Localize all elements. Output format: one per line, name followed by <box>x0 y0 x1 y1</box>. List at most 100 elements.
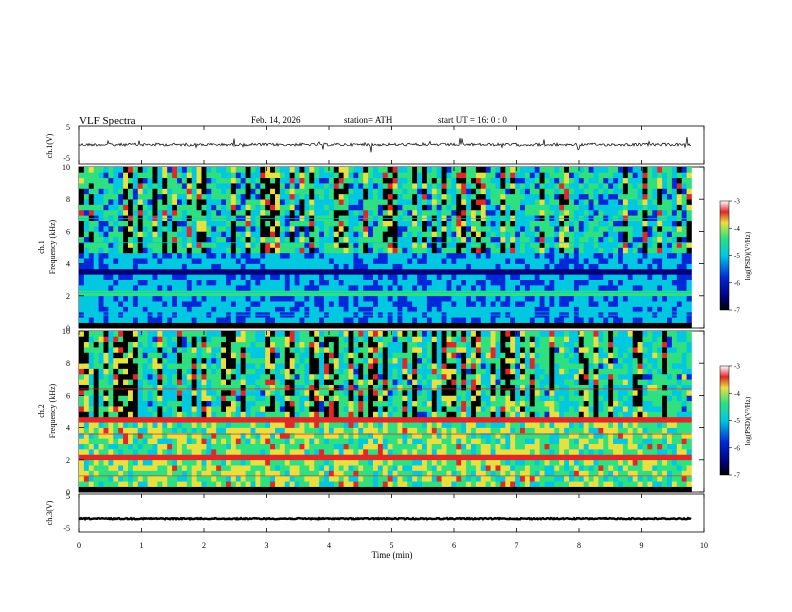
spectrogram-cell <box>627 188 633 195</box>
spectrogram-cell <box>358 317 364 323</box>
spectrogram-cell <box>583 301 589 307</box>
spectrogram-cell <box>186 306 192 313</box>
spectrogram-cell <box>162 172 168 179</box>
spectrogram-cell <box>294 231 300 238</box>
spectrogram-cell <box>137 268 143 275</box>
spectrogram-cell <box>578 322 584 329</box>
spectrogram-cell <box>265 236 271 243</box>
spectrogram-cell <box>417 193 423 200</box>
spectrogram-cell <box>79 183 85 189</box>
spectrogram-cell <box>294 317 300 323</box>
spectrogram-cell <box>647 306 653 313</box>
spectrogram-cell <box>162 279 168 286</box>
spectrogram-cell <box>255 263 261 270</box>
spectrogram-cell <box>397 177 403 184</box>
spectrogram-cell <box>319 274 325 280</box>
spectrogram-cell <box>167 411 173 418</box>
spectrogram-cell <box>446 274 452 280</box>
spectrogram-cell <box>353 252 359 259</box>
spectrogram-cell <box>157 427 163 434</box>
spectrogram-cell <box>167 475 173 482</box>
spectrogram-cell <box>480 301 486 307</box>
spectrogram-cell <box>88 395 94 402</box>
spectrogram-cell <box>431 268 437 275</box>
spectrogram-cell <box>270 220 276 227</box>
spectrogram-cell <box>167 406 173 412</box>
spectrogram-cell <box>284 252 290 259</box>
spectrogram-cell <box>240 331 246 337</box>
spectrogram-cell <box>622 301 629 307</box>
spectrogram-cell <box>137 406 143 412</box>
spectrogram-cell <box>270 449 276 455</box>
spectrogram-cell <box>250 390 256 396</box>
spectrogram-cell <box>172 204 178 211</box>
spectrogram-cell <box>647 199 653 205</box>
spectrogram-cell <box>172 347 178 353</box>
spectrogram-cell <box>152 390 158 396</box>
spectrogram-cell <box>446 290 452 297</box>
spectrogram-cell <box>324 226 330 232</box>
spectrogram-cell <box>142 322 148 329</box>
spectrogram-cell <box>608 252 614 259</box>
spectrogram-cell <box>613 301 619 307</box>
spectrogram-cell <box>245 317 251 323</box>
spectrogram-cell <box>343 226 349 232</box>
spectrogram-cell <box>93 459 99 466</box>
spectrogram-cell <box>226 252 232 259</box>
spectrogram-cell <box>255 395 261 402</box>
spectrogram-cell <box>490 236 496 243</box>
spectrogram-cell <box>681 209 687 216</box>
spectrogram-cell <box>618 204 624 211</box>
spectrogram-cell <box>157 395 163 402</box>
spectrogram-cell <box>201 470 207 477</box>
spectrogram-cell <box>515 295 521 302</box>
spectrogram-cell <box>569 204 575 211</box>
spectrogram-cell <box>422 209 428 216</box>
spectrogram-cell <box>265 301 271 307</box>
spectrogram-cell <box>260 422 266 428</box>
spectrogram-cell <box>79 285 85 291</box>
spectrogram-cell <box>103 322 109 329</box>
spectrogram-cell <box>270 454 276 461</box>
spectrogram-cell <box>588 263 594 270</box>
spectrogram-cell <box>240 443 246 450</box>
spectrogram-cell <box>441 231 447 238</box>
spectrogram-cell <box>132 449 139 455</box>
spectrogram-cell <box>402 252 408 259</box>
spectrogram-cell <box>539 199 545 205</box>
spectrogram-cell <box>593 247 599 254</box>
spectrogram-cell <box>260 317 266 323</box>
spectrogram-cell <box>108 465 114 471</box>
spectrogram-cell <box>510 322 516 329</box>
spectrogram-cell <box>196 188 202 195</box>
spectrogram-cell <box>279 242 286 248</box>
spectrogram-cell <box>358 306 364 313</box>
spectrogram-cell <box>221 427 227 434</box>
spectrogram-cell <box>181 449 188 455</box>
spectrogram-cell <box>412 220 418 227</box>
spectrogram-cell <box>456 285 462 291</box>
spectrogram-cell <box>142 373 148 380</box>
spectrogram-cell <box>490 247 496 254</box>
spectrogram-cell <box>608 247 614 254</box>
spectrogram-cell <box>510 167 516 173</box>
spectrogram-cell <box>260 242 266 248</box>
spectrogram-cell <box>485 258 491 264</box>
spectrogram-cell <box>88 465 94 471</box>
spectrogram-cell <box>515 263 521 270</box>
spectrogram-cell <box>490 220 496 227</box>
spectrogram-cell <box>471 285 477 291</box>
spectrogram-cell <box>196 470 202 477</box>
spectrogram-cell <box>162 475 168 482</box>
spectrogram-cell <box>319 204 325 211</box>
spectrogram-cell <box>627 209 633 216</box>
spectrogram-cell <box>554 183 560 189</box>
spectrogram-cell <box>230 220 237 227</box>
spectrogram-cell <box>113 183 119 189</box>
spectrogram-cell <box>113 167 119 173</box>
spectrogram-cell <box>260 301 266 307</box>
spectrogram-cell <box>113 449 119 455</box>
spectrogram-cell <box>206 390 212 396</box>
spectrogram-cell <box>485 301 491 307</box>
spectrogram-cell <box>235 363 241 369</box>
